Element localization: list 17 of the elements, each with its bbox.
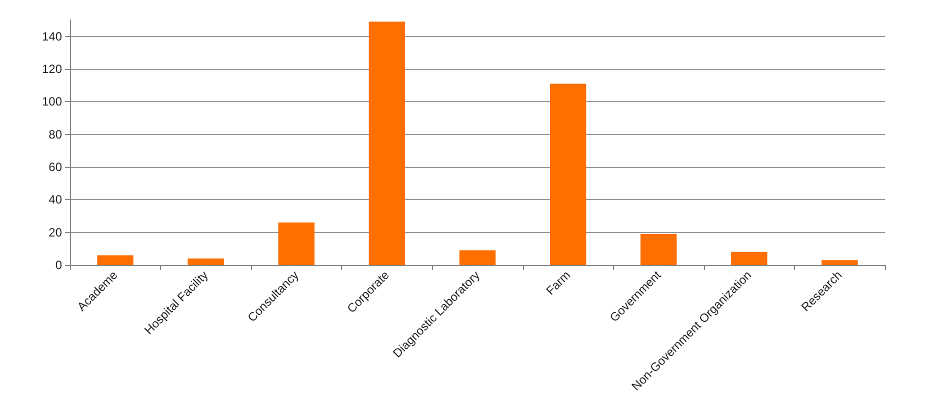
bar: [550, 84, 586, 265]
bar: [459, 250, 496, 265]
bar: [822, 260, 858, 265]
y-tick-label: 140: [42, 29, 62, 44]
bar: [731, 252, 768, 265]
y-tick-label: 80: [48, 127, 62, 142]
bar: [278, 222, 314, 265]
y-tick-label: 60: [48, 160, 62, 174]
bar: [368, 22, 406, 265]
y-tick-label: 40: [48, 192, 62, 207]
bar: [188, 258, 224, 265]
y-tick-label: 100: [42, 94, 62, 109]
bar: [97, 255, 134, 265]
bar: [640, 234, 677, 265]
y-tick-label: 20: [48, 225, 62, 240]
y-tick-label: 120: [42, 62, 62, 76]
y-tick-label: 0: [55, 258, 62, 272]
